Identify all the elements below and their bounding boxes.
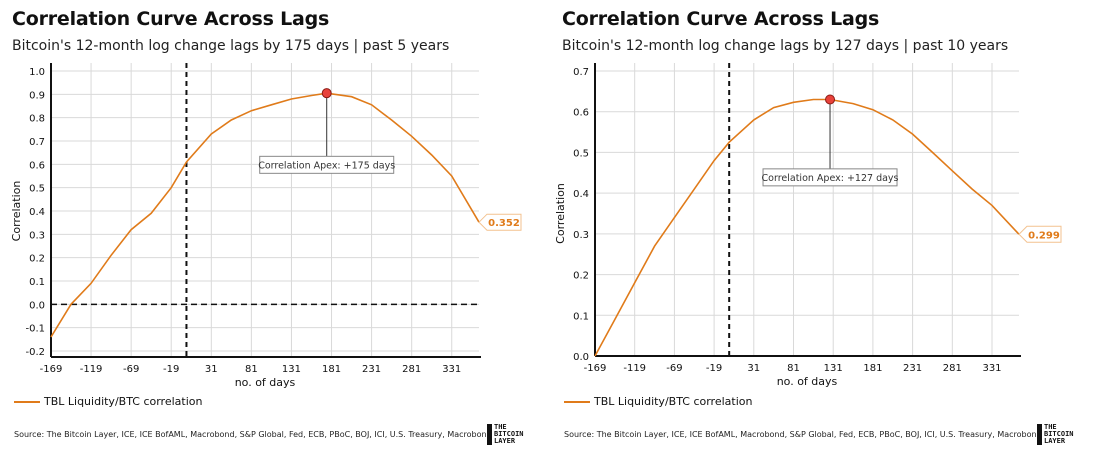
x-tick-label: 281 <box>943 363 962 374</box>
x-tick-label: 31 <box>205 364 218 375</box>
y-tick-label: 0.1 <box>573 311 589 322</box>
apex-label: Correlation Apex: +127 days <box>762 173 899 184</box>
x-tick-label: 281 <box>402 364 421 375</box>
x-tick-label: -169 <box>40 364 63 375</box>
x-tick-label: 181 <box>863 363 882 374</box>
y-tick-label: 0.2 <box>573 271 589 282</box>
y-tick-label: -0.1 <box>25 324 45 335</box>
x-tick-label: 331 <box>442 364 461 375</box>
x-tick-label: 81 <box>787 363 800 374</box>
chart-panel-5y: Correlation Curve Across Lags Bitcoin's … <box>10 8 524 445</box>
x-tick-label: -69 <box>123 364 139 375</box>
chart-title: Correlation Curve Across Lags <box>12 8 330 30</box>
apex-label-box <box>762 168 898 187</box>
y-tick-label: 0.6 <box>573 108 589 119</box>
chart-plot: 0.0 0.1 0.2 0.3 0.4 0.5 0.6 0.7 -169 -119 -69 -19 31… <box>554 63 1062 388</box>
y-tick-label: 0.0 <box>573 352 589 363</box>
y-tick-label: 0.1 <box>29 277 45 288</box>
x-tick-label: -69 <box>666 363 682 374</box>
y-tick-label: 0.4 <box>29 207 45 218</box>
source-note: Source: The Bitcoin Layer, ICE, ICE BofA… <box>14 430 492 439</box>
correlation-series-line <box>50 92 480 338</box>
y-tick-label: 0.3 <box>573 230 589 241</box>
x-tick-label: 181 <box>322 364 341 375</box>
brand-logo: THE BITCOIN LAYER <box>1037 424 1074 445</box>
chart-title: Correlation Curve Across Lags <box>562 8 880 30</box>
x-tick-label: -119 <box>80 364 103 375</box>
x-axis-label: no. of days <box>235 376 296 389</box>
legend-label: TBL Liquidity/BTC correlation <box>594 395 753 408</box>
x-tick-label: 331 <box>982 363 1001 374</box>
y-tick-label: 0.5 <box>29 184 45 195</box>
y-axis-label: Correlation <box>10 181 23 242</box>
y-tick-label: 0.3 <box>29 230 45 241</box>
y-tick-label: 0.8 <box>29 114 45 125</box>
apex-marker <box>825 94 836 105</box>
legend-label: TBL Liquidity/BTC correlation <box>44 395 203 408</box>
source-note: Source: The Bitcoin Layer, ICE, ICE BofA… <box>564 430 1042 439</box>
chart-subtitle: Bitcoin's 12-month log change lags by 12… <box>562 38 1009 54</box>
y-tick-label: 0.5 <box>573 148 589 159</box>
legend-swatch <box>564 400 590 403</box>
y-tick-label: 0.0 <box>29 300 45 311</box>
y-tick-label: 0.2 <box>29 254 45 265</box>
last-value-callout <box>1018 225 1062 243</box>
legend: TBL Liquidity/BTC correlation <box>564 395 752 408</box>
x-tick-label: 31 <box>747 363 760 374</box>
y-tick-label: 0.7 <box>573 67 589 78</box>
brand-logo: THE BITCOIN LAYER <box>487 424 524 445</box>
x-tick-label: 131 <box>282 364 301 375</box>
chart-panel-10y: Correlation Curve Across Lags Bitcoin's … <box>550 0 1100 462</box>
apex-label: Correlation Apex: +175 days <box>258 160 395 171</box>
y-tick-label: 0.9 <box>29 90 45 101</box>
y-axis-label: Correlation <box>554 183 567 244</box>
x-tick-label: 231 <box>903 363 922 374</box>
y-tick-label: 0.4 <box>573 189 589 200</box>
x-tick-label: -19 <box>163 364 179 375</box>
y-tick-label: 1.0 <box>29 67 45 78</box>
legend: TBL Liquidity/BTC correlation <box>14 395 202 408</box>
chart-subtitle: Bitcoin's 12-month log change lags by 17… <box>12 38 450 54</box>
legend-swatch <box>14 400 40 403</box>
y-tick-label: -0.2 <box>25 347 45 358</box>
apex-label-box <box>259 155 395 174</box>
apex-marker <box>321 88 332 99</box>
x-tick-label: -169 <box>584 363 607 374</box>
last-value-callout <box>478 213 522 231</box>
last-value-label: 0.352 <box>488 218 520 229</box>
x-tick-label: -119 <box>623 363 646 374</box>
y-tick-label: 0.6 <box>29 160 45 171</box>
x-tick-label: 231 <box>362 364 381 375</box>
chart-plot: -0.2 -0.1 0.0 0.1 0.2 0.3 0.4 0.5 0.6 0.7 0.8 0.9 1.… <box>10 63 522 389</box>
y-tick-label: 0.7 <box>29 137 45 148</box>
x-tick-label: -19 <box>706 363 722 374</box>
correlation-series-line <box>594 98 1020 357</box>
last-value-label: 0.299 <box>1028 230 1060 241</box>
x-tick-label: 131 <box>824 363 843 374</box>
x-tick-label: 81 <box>245 364 258 375</box>
x-axis-label: no. of days <box>777 375 838 388</box>
